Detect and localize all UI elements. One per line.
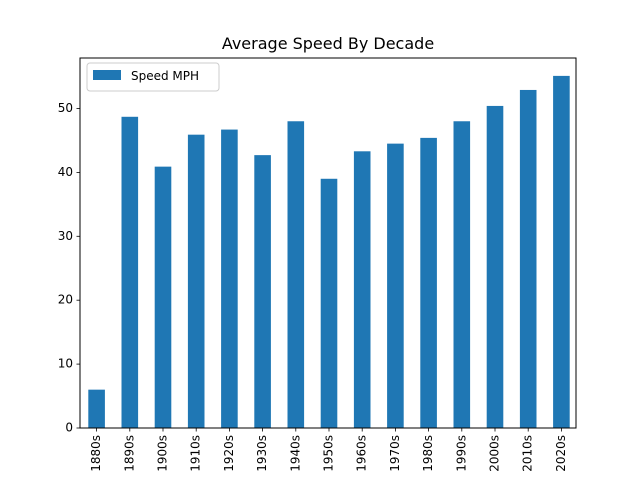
legend-swatch — [93, 70, 121, 80]
y-tick-label: 0 — [65, 421, 73, 435]
bar-2000s — [486, 105, 504, 429]
y-tick-label: 40 — [58, 165, 73, 179]
bar-group — [88, 75, 570, 429]
x-tick-label: 1980s — [421, 435, 435, 472]
x-tick-label: 2020s — [554, 435, 568, 472]
bar-1880s — [88, 389, 105, 428]
bar-1940s — [287, 121, 305, 428]
x-tick-label: 1960s — [355, 435, 369, 472]
y-axis-ticks: 0 10 20 30 40 50 — [58, 101, 80, 435]
bar-1890s — [121, 116, 139, 428]
bar-1990s — [453, 121, 471, 428]
bar-2020s — [553, 75, 570, 428]
x-tick-label: 1950s — [322, 435, 336, 472]
x-tick-label: 1900s — [156, 435, 170, 472]
y-tick-label: 50 — [58, 101, 73, 115]
plot-area-frame — [79, 57, 577, 429]
y-tick-label: 20 — [58, 293, 73, 307]
x-tick-label: 1920s — [222, 435, 236, 472]
y-tick-label: 30 — [58, 229, 73, 243]
x-tick-label: 1910s — [189, 435, 203, 472]
x-tick-label: 1940s — [288, 435, 302, 472]
x-tick-label: 1990s — [454, 435, 468, 472]
x-axis-ticks: 1880s 1890s 1900s 1910s 1920s 1930s 1940s 1950s… — [89, 428, 568, 472]
legend: Speed MPH — [86, 62, 220, 92]
legend-label: Speed MPH — [131, 69, 199, 83]
bar-1900s — [154, 166, 172, 428]
bar-1950s — [320, 178, 338, 428]
bar-1980s — [420, 137, 437, 428]
x-tick-label: 1880s — [89, 435, 103, 472]
bar-1920s — [221, 129, 238, 428]
x-tick-label: 2000s — [488, 435, 502, 472]
y-tick-label: 10 — [58, 357, 73, 371]
bar-1910s — [187, 134, 205, 428]
x-tick-label: 2010s — [521, 435, 535, 472]
bar-2010s — [519, 89, 537, 428]
x-tick-label: 1930s — [255, 435, 269, 472]
bar-1960s — [353, 151, 371, 429]
x-tick-label: 1970s — [388, 435, 402, 472]
x-tick-label: 1890s — [122, 435, 136, 472]
bar-1970s — [387, 143, 404, 428]
bar-1930s — [254, 155, 271, 428]
chart-title: Average Speed By Decade — [222, 34, 434, 53]
